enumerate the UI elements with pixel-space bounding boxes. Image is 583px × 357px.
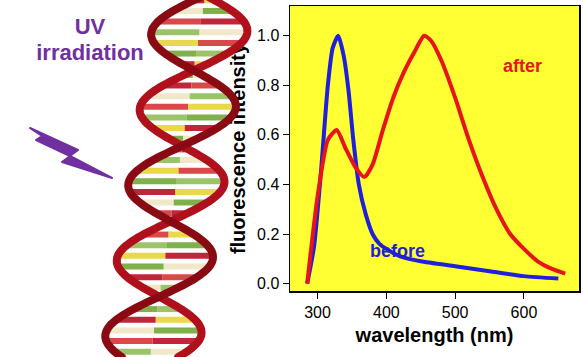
html-text:UV irradiation: UV irradiation <box>36 14 144 65</box>
svg-text:500: 500 <box>442 304 469 321</box>
svg-text:before: before <box>370 241 425 261</box>
svg-text:1.0: 1.0 <box>257 27 279 44</box>
svg-text:400: 400 <box>373 304 400 321</box>
svg-text:0.4: 0.4 <box>257 176 279 193</box>
svg-text:0.6: 0.6 <box>257 126 279 143</box>
svg-text:300: 300 <box>304 304 331 321</box>
svg-text:fluorescence intensity: fluorescence intensity <box>227 42 249 254</box>
svg-text:after: after <box>503 56 542 76</box>
svg-text:0.0: 0.0 <box>257 275 279 292</box>
svg-text:600: 600 <box>511 304 538 321</box>
svg-text:0.8: 0.8 <box>257 77 279 94</box>
svg-text:0.2: 0.2 <box>257 226 279 243</box>
svg-text:wavelength (nm): wavelength (nm) <box>355 324 514 346</box>
